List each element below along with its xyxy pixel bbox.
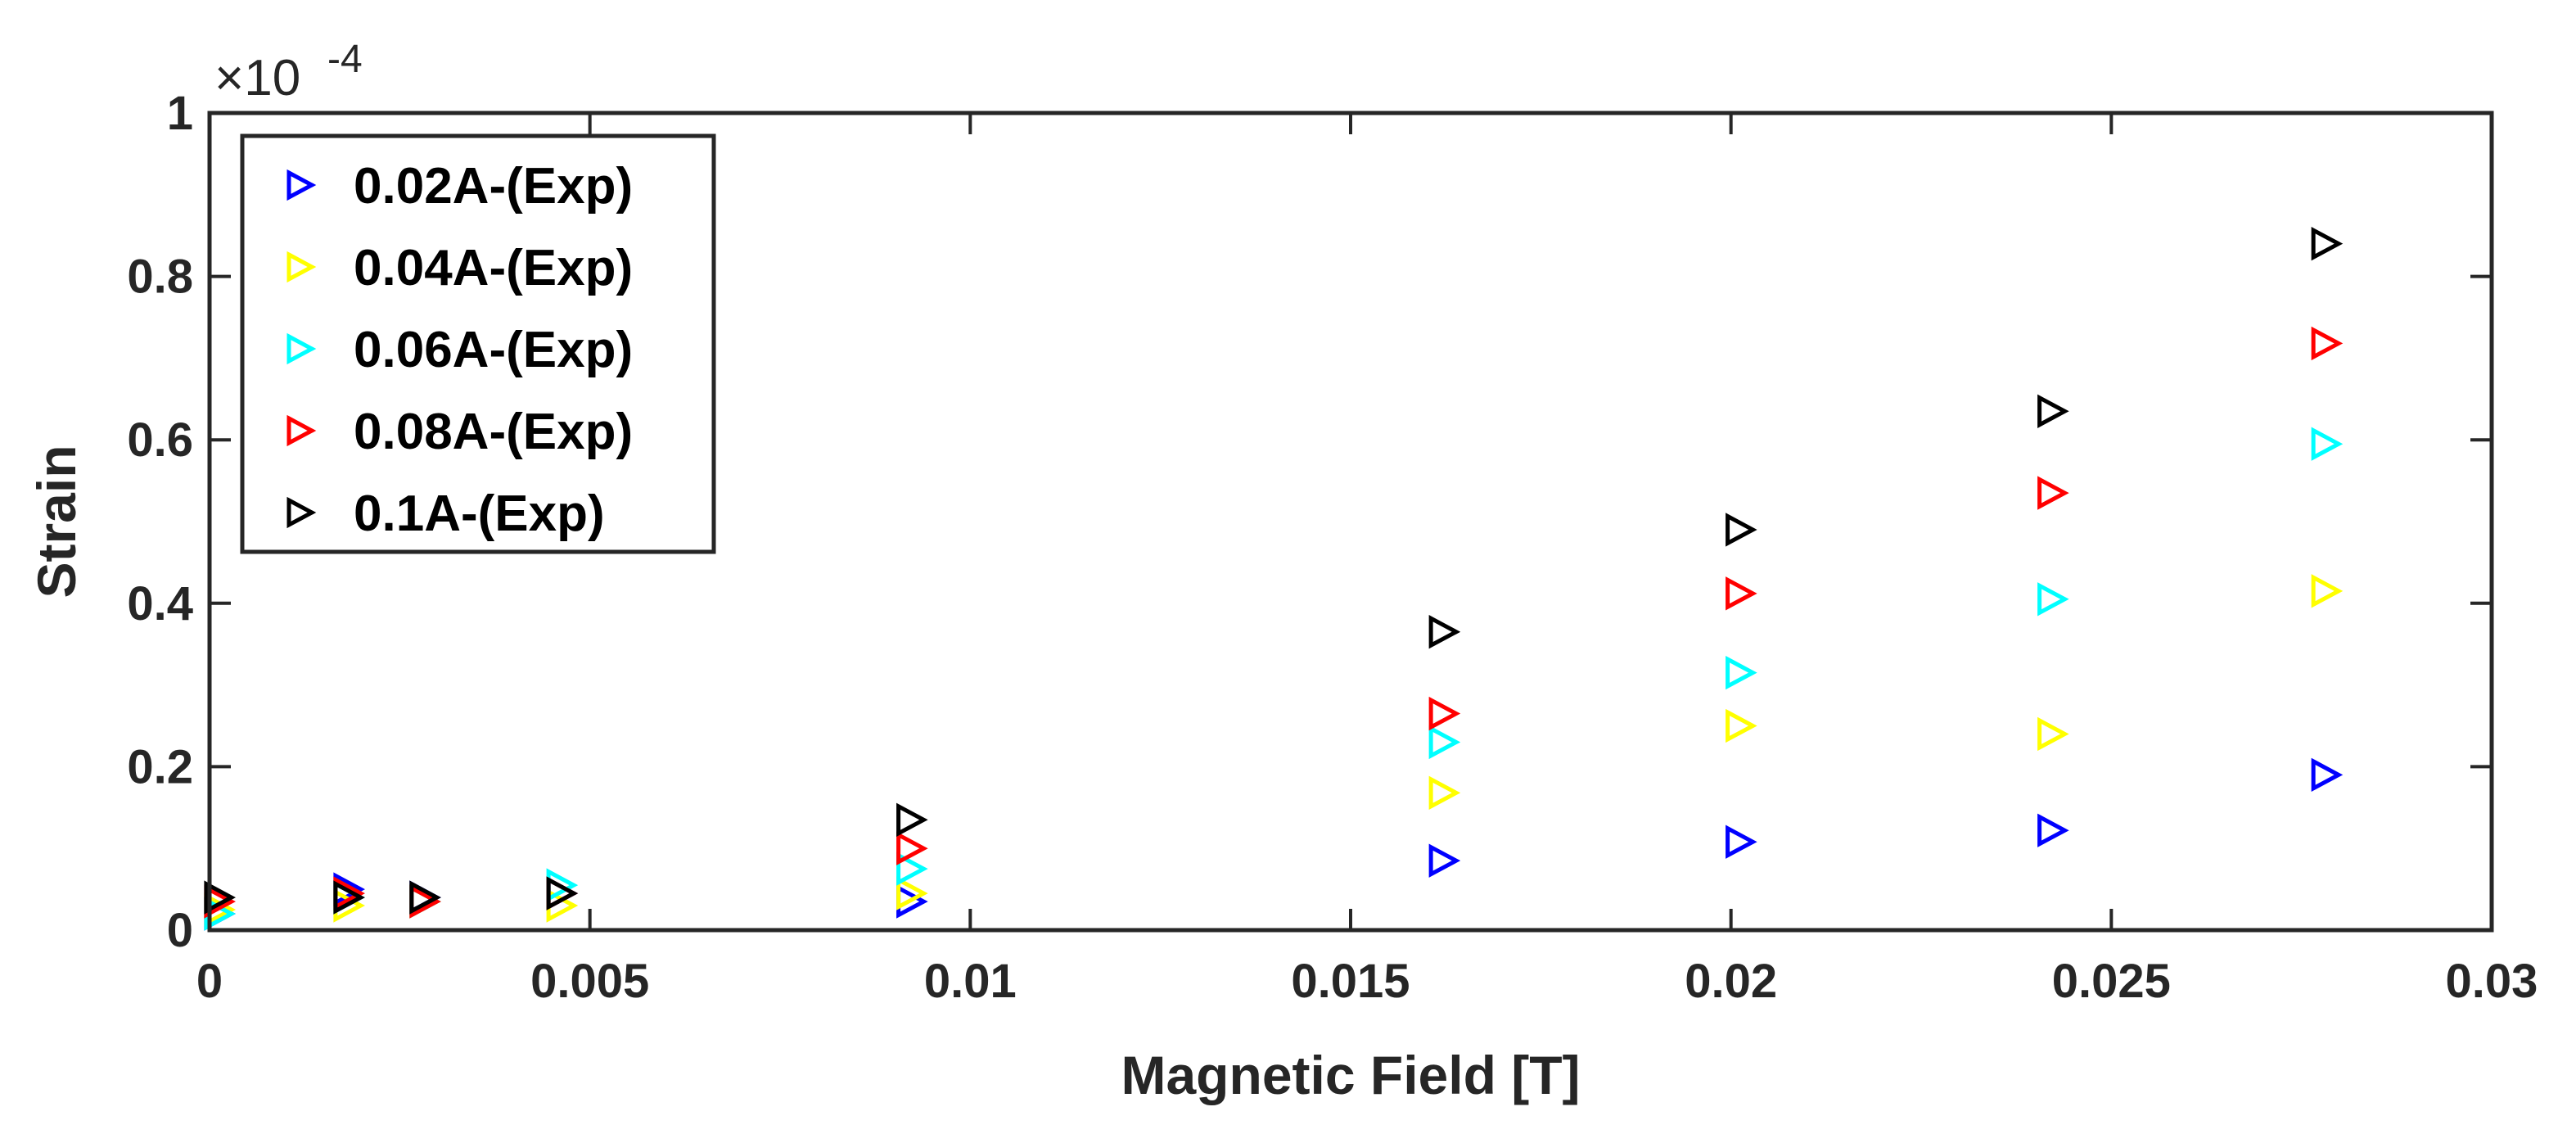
legend-label-3: 0.08A-(Exp) [354, 404, 633, 460]
marker-s1-p8 [2311, 574, 2344, 608]
y-tick-label-4: 0.8 [127, 251, 193, 304]
axis-ticks [208, 111, 2493, 932]
marker-s4-p0 [204, 880, 236, 915]
y-tick-label-0: 0 [167, 904, 193, 957]
legend: 0.02A-(Exp) 0.04A-(Exp) 0.06A-(Exp) 0.08A-(… [240, 133, 716, 554]
x-tick-label-5: 0.025 [2052, 955, 2171, 1008]
marker-s4-p4 [896, 802, 928, 837]
y-tick-label-5: 1 [167, 87, 193, 140]
marker-s3-p5 [1428, 696, 1461, 731]
y-exponent-base: ×10 [214, 50, 300, 106]
marker-s3-p6 [1726, 576, 1757, 611]
marker-s4-p3 [546, 876, 579, 910]
marker-s3-p7 [2037, 476, 2069, 510]
y-tick-label-1: 0.2 [127, 740, 193, 793]
marker-s1-p4 [896, 876, 928, 910]
marker-s3-p4 [896, 831, 928, 865]
marker-s0-p8 [2311, 757, 2344, 793]
x-axis-title: Magnetic Field [T] [1121, 1045, 1581, 1105]
y-axis-title: Strain [26, 445, 87, 598]
x-tick-label-6: 0.03 [2446, 955, 2538, 1008]
legend-label-1: 0.04A-(Exp) [354, 240, 633, 296]
marker-s4-p1 [333, 880, 365, 915]
data-markers [204, 227, 2344, 931]
legend-label-4: 0.1A-(Exp) [354, 486, 605, 542]
marker-s4-p7 [2037, 394, 2069, 428]
x-tick-label-3: 0.015 [1291, 955, 1410, 1008]
y-tick-labels: 0 0.2 0.4 0.6 0.8 1 [127, 87, 193, 957]
marker-s2-p8 [2311, 427, 2344, 461]
marker-s4-p8 [2311, 227, 2344, 261]
marker-s1-p6 [1726, 708, 1757, 743]
marker-s1-p5 [1428, 775, 1461, 811]
x-tick-label-1: 0.005 [530, 955, 649, 1008]
y-tick-label-2: 0.4 [127, 577, 193, 630]
x-tick-label-4: 0.02 [1685, 955, 1777, 1008]
legend-marker-2 [286, 332, 317, 365]
marker-s0-p5 [1428, 843, 1461, 878]
marker-s4-p6 [1726, 513, 1757, 547]
series-4 [204, 227, 2344, 915]
y-tick-label-3: 0.6 [127, 413, 193, 467]
marker-s2-p5 [1428, 725, 1461, 760]
legend-box [240, 133, 716, 554]
marker-s0-p6 [1726, 824, 1757, 859]
marker-s2-p7 [2037, 582, 2069, 617]
marker-s0-p7 [2037, 813, 2069, 847]
x-tick-label-2: 0.01 [924, 955, 1017, 1008]
marker-s3-p8 [2311, 326, 2344, 361]
y-exponent-power: -4 [327, 38, 363, 81]
marker-s1-p7 [2037, 716, 2069, 752]
legend-marker-0 [286, 169, 317, 201]
marker-s2-p6 [1726, 655, 1757, 690]
x-tick-label-0: 0 [196, 955, 223, 1008]
marker-s4-p5 [1428, 615, 1461, 649]
marker-s4-p2 [409, 880, 441, 915]
x-tick-labels: 0 0.005 0.01 0.015 0.02 0.025 0.03 [196, 955, 2538, 1008]
legend-label-2: 0.06A-(Exp) [354, 322, 633, 378]
legend-marker-3 [286, 414, 317, 447]
legend-label-0: 0.02A-(Exp) [354, 158, 633, 215]
marker-s2-p4 [896, 852, 928, 886]
legend-marker-4 [286, 496, 317, 529]
legend-marker-1 [286, 251, 317, 283]
